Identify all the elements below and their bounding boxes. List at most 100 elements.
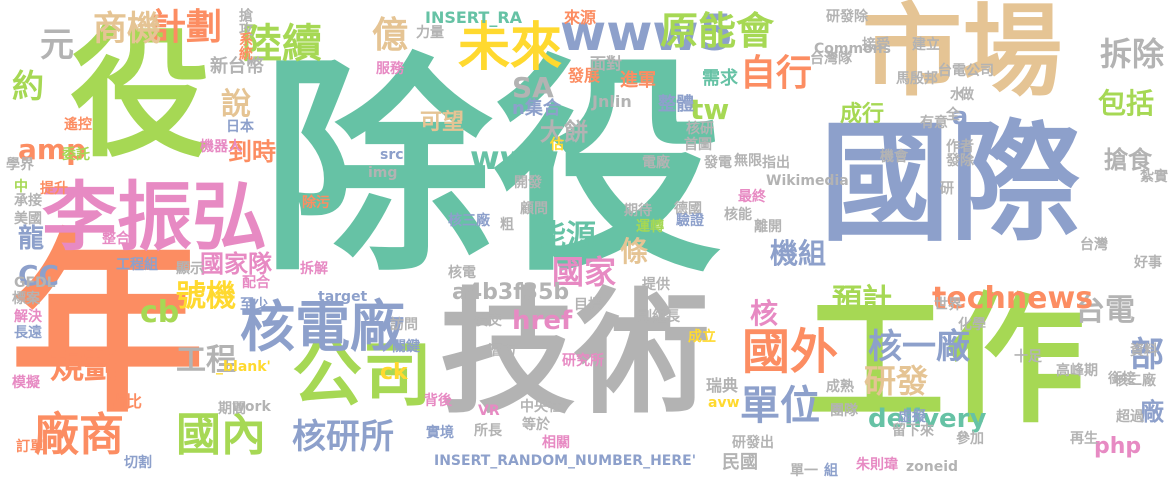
cloud-word: 化學	[958, 318, 986, 332]
cloud-word: 核	[750, 300, 778, 328]
cloud-word: 商機	[93, 12, 161, 46]
cloud-word: 學界	[6, 158, 34, 172]
cloud-word: 核三廠	[448, 214, 490, 228]
cloud-word: 台灣	[1080, 238, 1108, 252]
cloud-word: 作者	[946, 140, 974, 154]
cloud-word: 龍	[18, 226, 44, 252]
cloud-word: 世界	[934, 298, 962, 312]
cloud-word: 相關	[542, 436, 570, 450]
cloud-word: 可望	[420, 112, 464, 134]
cloud-word: _blank'	[216, 360, 271, 374]
cloud-word: cb	[140, 298, 179, 328]
cloud-word: 台灣隊	[810, 52, 852, 66]
cloud-word: 服務	[376, 62, 404, 76]
cloud-word: 有意	[920, 116, 948, 130]
cloud-word: zoneid	[906, 460, 958, 474]
cloud-word: 進軍	[620, 72, 656, 90]
cloud-word: 核一廠	[868, 330, 970, 364]
cloud-word: 馬殷邦	[896, 72, 938, 86]
cloud-word: 單一	[790, 464, 818, 478]
cloud-word: 水	[950, 88, 964, 102]
cloud-word: 副組長	[638, 310, 680, 324]
cloud-word: 模擬	[12, 376, 40, 390]
cloud-word: 機組	[770, 240, 826, 268]
cloud-word: 單位	[740, 386, 820, 426]
cloud-word: 訪問	[390, 318, 418, 332]
cloud-word: GFDL	[14, 276, 56, 290]
cloud-word: 未來	[458, 22, 562, 74]
cloud-word: 約	[12, 70, 44, 102]
cloud-word: 團隊	[830, 404, 858, 418]
cloud-word: 參加	[956, 432, 984, 446]
cloud-word: 拆除	[1100, 38, 1164, 70]
cloud-word: 條	[620, 238, 648, 266]
cloud-word: 好事	[1134, 256, 1162, 270]
cloud-word: 承接	[14, 194, 42, 208]
cloud-word: 指出	[762, 156, 790, 170]
cloud-word: 系統	[238, 32, 252, 60]
cloud-word: img	[368, 166, 397, 180]
cloud-word: 組	[824, 464, 838, 478]
cloud-word: 面對	[590, 56, 622, 72]
cloud-word: 資料	[1130, 344, 1158, 358]
cloud-word: 中央社	[520, 400, 562, 414]
cloud-word: 目標	[574, 298, 602, 312]
cloud-word: 背後	[424, 394, 452, 408]
cloud-word: 役交	[474, 314, 502, 328]
cloud-word: 虛擬	[898, 410, 926, 424]
cloud-word: 核研所	[292, 420, 394, 454]
cloud-word: 國家隊	[200, 252, 272, 276]
cloud-word: src	[380, 148, 404, 162]
cloud-word: 超過	[1116, 410, 1144, 424]
cloud-word: 至少	[240, 298, 268, 312]
cloud-word: 紮實	[1140, 170, 1168, 184]
cloud-word: target	[318, 290, 367, 304]
cloud-word: 新台幣	[210, 58, 264, 76]
cloud-word: 委託	[62, 148, 90, 162]
cloud-word: 研發出	[732, 436, 774, 450]
cloud-word: 朱則瑋	[856, 458, 898, 472]
cloud-word: 長遠	[14, 326, 42, 340]
cloud-word: 規劃	[50, 350, 118, 384]
cloud-word: 研發	[864, 365, 928, 397]
cloud-word: 遙控	[64, 118, 92, 132]
cloud-word: INSERT_RA	[425, 10, 522, 26]
cloud-word: 國內	[176, 412, 266, 457]
cloud-word: 研	[940, 182, 954, 196]
cloud-word: 原能會	[660, 12, 774, 50]
cloud-word: 訂單	[16, 440, 44, 454]
cloud-word: 日本	[226, 120, 254, 134]
cloud-word: 台電公司	[938, 64, 994, 78]
cloud-word: 等於	[522, 418, 550, 432]
cloud-word: 所長	[474, 424, 502, 438]
cloud-word: 建立	[912, 38, 940, 52]
cloud-word: 留下來	[892, 424, 934, 438]
cloud-word: www	[470, 142, 559, 174]
cloud-word: 李振弘	[42, 180, 267, 255]
cloud-word: 期待	[624, 204, 652, 218]
cloud-word: 機會	[880, 150, 908, 164]
cloud-word: 自行	[740, 56, 812, 92]
cloud-word: tw	[690, 96, 729, 124]
cloud-word: 核電	[448, 266, 476, 280]
cloud-word: 離開	[754, 220, 782, 234]
cloud-word: 整合	[102, 232, 130, 246]
cloud-word: 民國	[722, 454, 758, 472]
cloud-word: 成行	[840, 104, 884, 126]
cloud-word: 解決	[14, 310, 42, 324]
cloud-word: INSERT_RANDOM_NUMBER_HERE'	[434, 454, 696, 468]
cloud-word: 粗	[500, 218, 514, 232]
cloud-word: 廠商	[34, 412, 124, 457]
cloud-word: 力量	[416, 26, 444, 40]
cloud-word: 運轉	[636, 220, 664, 234]
cloud-word: 美國	[14, 212, 42, 226]
cloud-word: 成熟	[826, 380, 854, 394]
cloud-word: 提供	[642, 278, 670, 292]
cloud-word: 需求	[702, 70, 738, 88]
cloud-word: 瑞典	[706, 378, 738, 394]
cloud-word: a4b3f35b	[452, 282, 569, 304]
cloud-word: 驗證	[676, 214, 704, 228]
cloud-word: 開發	[514, 176, 542, 190]
cloud-word: 標案	[12, 292, 40, 306]
cloud-word: 能源	[536, 222, 596, 252]
